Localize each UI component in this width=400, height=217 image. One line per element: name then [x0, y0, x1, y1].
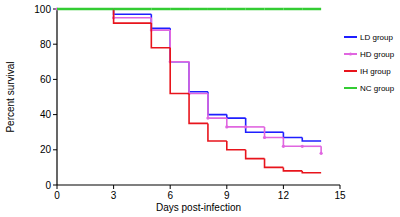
y-tick-label: 80	[40, 39, 52, 50]
x-tick-label: 9	[224, 190, 230, 201]
line-segment	[208, 92, 227, 115]
marker	[206, 117, 209, 120]
legend-swatch	[344, 70, 357, 72]
line-segment	[227, 118, 246, 127]
line-segment	[114, 8, 152, 11]
legend-swatch	[344, 36, 357, 38]
line-segment	[302, 8, 321, 11]
line-segment	[114, 9, 152, 23]
x-axis	[57, 184, 340, 185]
line-segment	[265, 8, 284, 11]
line-segment	[265, 159, 284, 168]
line-segment	[57, 8, 114, 10]
line-segment	[57, 8, 114, 10]
marker	[263, 136, 266, 139]
legend-marker	[349, 52, 352, 55]
line-segment	[170, 48, 189, 94]
line-segment	[283, 137, 302, 146]
line-segment	[151, 18, 170, 30]
x-tick	[226, 185, 227, 189]
line-segment	[227, 115, 246, 119]
line-segment	[208, 8, 227, 11]
y-tick-label: 100	[34, 4, 51, 15]
line-segment	[151, 14, 170, 28]
line-segment	[283, 8, 302, 11]
y-axis-label: Percent survival	[5, 61, 16, 132]
line-segment	[189, 8, 208, 11]
line-segment	[265, 127, 284, 138]
x-tick	[170, 185, 171, 189]
series	[57, 9, 321, 173]
line-segment	[246, 150, 265, 159]
y-tick	[53, 149, 57, 150]
legend-swatch	[344, 87, 357, 89]
line-segment	[114, 9, 152, 14]
marker	[244, 125, 247, 128]
line-segment	[57, 8, 114, 10]
series	[55, 7, 322, 155]
legend-swatch	[344, 53, 357, 55]
line-segment	[114, 9, 152, 18]
marker	[225, 125, 228, 128]
line-segment	[283, 132, 302, 137]
x-tick	[57, 185, 58, 189]
x-tick-label: 12	[278, 190, 290, 201]
x-tick-label: 0	[54, 190, 60, 201]
line-segment	[227, 141, 246, 150]
line-segment	[246, 118, 265, 132]
line-segment	[283, 167, 302, 171]
y-axis	[56, 9, 57, 185]
y-tick-label: 40	[40, 109, 52, 120]
line-segment	[151, 8, 170, 11]
legend-label: HD group	[360, 50, 395, 59]
x-tick	[340, 185, 341, 189]
line-segment	[302, 137, 321, 141]
y-tick-label: 20	[40, 144, 52, 155]
marker	[301, 145, 304, 148]
legend-label: NC group	[360, 84, 395, 93]
y-tick	[53, 114, 57, 115]
y-tick	[53, 79, 57, 80]
series	[57, 9, 321, 10]
line-segment	[189, 93, 208, 123]
legend: LD group HD group IH group NC group	[344, 33, 395, 93]
line-segment	[189, 62, 208, 92]
line-segment	[302, 171, 321, 173]
line-segment	[170, 8, 189, 11]
marker	[320, 152, 323, 155]
y-tick-label: 0	[45, 180, 51, 191]
chart: 0 20 40 60 80 100 0 3 6 9 12 15 Days post-infection P…	[0, 0, 400, 217]
line-segment	[208, 93, 227, 118]
line-segment	[170, 28, 189, 61]
line-segment	[265, 131, 284, 133]
x-tick-label: 6	[167, 190, 173, 201]
line-segment	[246, 126, 265, 128]
y-tick-label: 60	[40, 74, 52, 85]
y-tick	[53, 44, 57, 45]
x-tick	[113, 185, 114, 189]
line-segment	[227, 8, 246, 11]
plot-area	[55, 7, 322, 172]
legend-label: LD group	[360, 33, 393, 42]
line-segment	[189, 62, 208, 94]
line-segment	[246, 8, 265, 11]
line-segment	[208, 123, 227, 141]
x-tick	[283, 185, 284, 189]
line-segment	[302, 145, 321, 147]
legend-label: IH group	[360, 67, 391, 76]
x-tick-label: 3	[111, 190, 117, 201]
line-segment	[151, 23, 170, 48]
line-segment	[57, 8, 114, 11]
series	[57, 9, 321, 141]
x-tick-label: 15	[334, 190, 346, 201]
marker	[282, 145, 285, 148]
line-segment	[170, 30, 189, 62]
x-axis-label: Days post-infection	[156, 202, 241, 213]
y-tick	[53, 185, 57, 186]
